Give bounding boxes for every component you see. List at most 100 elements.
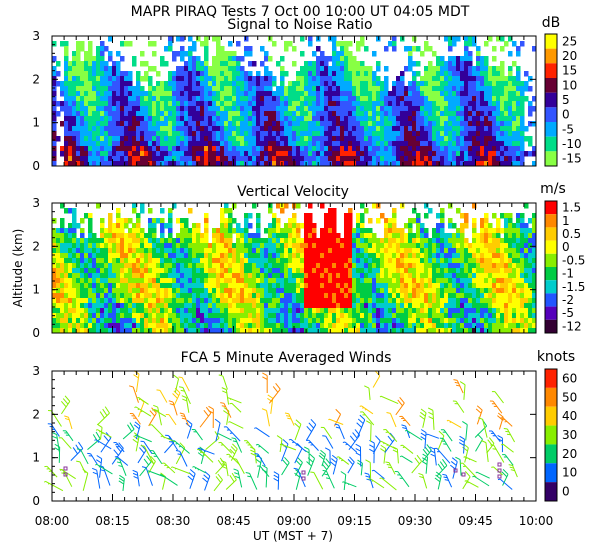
- snr-cell: [288, 106, 293, 112]
- snr-cell: [396, 106, 401, 112]
- velocity-cell: [348, 303, 353, 309]
- velocity-cell: [412, 263, 417, 269]
- velocity-cell: [236, 268, 241, 274]
- snr-cell: [496, 106, 501, 112]
- velocity-cell: [360, 223, 365, 229]
- snr-cell: [508, 131, 513, 137]
- velocity-cell: [88, 308, 93, 314]
- velocity-cell: [228, 268, 233, 274]
- snr-cell: [424, 141, 429, 147]
- snr-cell: [132, 151, 137, 157]
- velocity-cell: [404, 308, 409, 314]
- snr-cell: [228, 111, 233, 117]
- snr-cell: [260, 86, 265, 92]
- snr-cell: [448, 146, 453, 152]
- snr-cell: [228, 161, 233, 167]
- velocity-cell: [332, 263, 337, 269]
- snr-cell: [100, 146, 105, 152]
- velocity-cell: [440, 303, 445, 309]
- snr-cell: [164, 96, 169, 102]
- snr-cell: [168, 41, 173, 47]
- velocity-cell: [84, 248, 89, 254]
- velocity-cell: [180, 273, 185, 279]
- snr-cell: [384, 101, 389, 107]
- snr-cell: [244, 151, 249, 157]
- velocity-cell: [284, 308, 289, 314]
- velocity-cell: [300, 313, 305, 319]
- velocity-cell: [440, 313, 445, 319]
- velocity-cell: [280, 298, 285, 304]
- snr-cell: [192, 131, 197, 137]
- snr-cell: [164, 131, 169, 137]
- snr-cell: [320, 76, 325, 82]
- snr-cell: [180, 136, 185, 142]
- velocity-cell: [184, 223, 189, 229]
- snr-cell: [296, 106, 301, 112]
- velocity-cell: [104, 288, 109, 294]
- velocity-cell: [204, 313, 209, 319]
- velocity-cell: [396, 258, 401, 264]
- velocity-cell: [104, 308, 109, 314]
- velocity-cell: [252, 203, 257, 209]
- velocity-cell: [396, 313, 401, 319]
- velocity-cell: [400, 313, 405, 319]
- velocity-cell: [456, 308, 461, 314]
- snr-cell: [176, 76, 181, 82]
- velocity-cell: [408, 313, 413, 319]
- velocity-cell: [288, 218, 293, 224]
- velocity-cell: [460, 278, 465, 284]
- snr-cell: [336, 121, 341, 127]
- velocity-cell: [412, 278, 417, 284]
- snr-cell: [480, 91, 485, 97]
- snr-cell: [332, 146, 337, 152]
- snr-cell: [456, 121, 461, 127]
- velocity-cell: [348, 278, 353, 284]
- snr-cell: [484, 151, 489, 157]
- velocity-cell: [56, 248, 61, 254]
- snr-cell: [180, 76, 185, 82]
- velocity-cell: [92, 278, 97, 284]
- velocity-cell: [436, 238, 441, 244]
- velocity-cell: [356, 213, 361, 219]
- velocity-cell: [420, 283, 425, 289]
- velocity-cell: [320, 228, 325, 234]
- snr-cell: [332, 56, 337, 62]
- snr-cell: [424, 46, 429, 52]
- snr-cell: [384, 111, 389, 117]
- velocity-cell: [92, 238, 97, 244]
- snr-cell: [180, 51, 185, 57]
- snr-cell: [132, 116, 137, 122]
- snr-cell: [200, 106, 205, 112]
- snr-cell: [280, 136, 285, 142]
- velocity-cell: [380, 303, 385, 309]
- snr-cell: [496, 91, 501, 97]
- velocity-cell: [420, 258, 425, 264]
- velocity-cell: [444, 238, 449, 244]
- velocity-cell: [376, 323, 381, 329]
- velocity-cell: [212, 263, 217, 269]
- velocity-cell: [116, 293, 121, 299]
- snr-cell: [104, 141, 109, 147]
- snr-cell: [184, 101, 189, 107]
- velocity-cell: [340, 298, 345, 304]
- snr-cell: [472, 41, 477, 47]
- snr-cell: [64, 131, 69, 137]
- velocity-cell: [460, 298, 465, 304]
- velocity-cell: [448, 288, 453, 294]
- velocity-cell: [120, 313, 125, 319]
- snr-cell: [392, 36, 397, 42]
- velocity-cell: [200, 278, 205, 284]
- snr-cell: [252, 91, 257, 97]
- velocity-cell: [448, 283, 453, 289]
- snr-cell: [528, 151, 533, 157]
- snr-cell: [428, 61, 433, 67]
- velocity-cell: [240, 228, 245, 234]
- velocity-cell: [304, 298, 309, 304]
- snr-cell: [264, 121, 269, 127]
- snr-cell: [436, 96, 441, 102]
- snr-cell: [336, 96, 341, 102]
- snr-cell: [212, 141, 217, 147]
- velocity-cell: [420, 293, 425, 299]
- snr-cell: [216, 96, 221, 102]
- snr-cell: [116, 71, 121, 77]
